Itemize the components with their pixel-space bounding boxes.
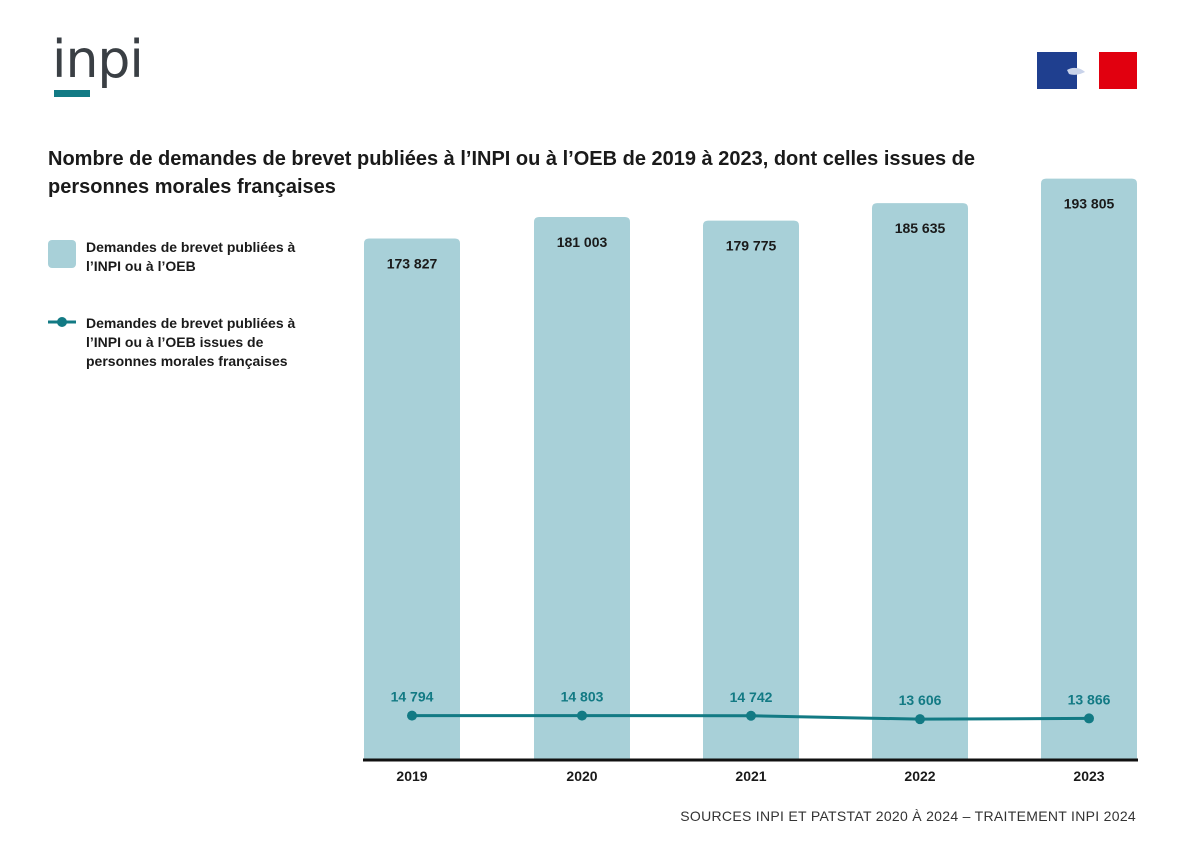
- line-point-2019: [407, 710, 417, 721]
- bar-value-label-2023: 193 805: [1064, 196, 1115, 212]
- bar-2022: [872, 203, 968, 761]
- inpi-logo: inpi: [52, 34, 152, 102]
- bar-value-label-2020: 181 003: [557, 234, 608, 250]
- line-point-2023: [1084, 713, 1094, 724]
- line-value-label-2020: 14 803: [561, 689, 604, 705]
- line-value-label-2022: 13 606: [899, 692, 942, 708]
- line-point-2020: [577, 710, 587, 721]
- legend-bar-label: Demandes de brevet publiées à l’INPI ou …: [86, 239, 296, 274]
- inpi-logo-text: inpi: [52, 30, 144, 90]
- line-value-label-2019: 14 794: [391, 689, 434, 705]
- bar-2020: [534, 216, 630, 761]
- x-tick-label-2021: 2021: [735, 768, 766, 784]
- x-tick-label-2019: 2019: [396, 768, 427, 784]
- line-value-label-2023: 13 866: [1068, 691, 1111, 707]
- line-point-2021: [746, 710, 756, 721]
- inpi-logo-underline: [54, 90, 90, 97]
- bar-2019: [364, 238, 460, 761]
- bar-2021: [703, 220, 799, 761]
- bar-2023: [1041, 178, 1137, 760]
- x-tick-label-2020: 2020: [566, 768, 597, 784]
- legend-bar-swatch: [48, 240, 76, 268]
- line-value-label-2021: 14 742: [730, 689, 773, 705]
- bar-value-label-2022: 185 635: [895, 220, 946, 236]
- chart-title: Nombre de demandes de brevet publiées à …: [48, 148, 976, 198]
- bar-value-label-2019: 173 827: [387, 256, 438, 272]
- x-tick-label-2022: 2022: [904, 768, 935, 784]
- republique-francaise-logo: [1037, 52, 1137, 89]
- bar-value-label-2021: 179 775: [726, 238, 777, 254]
- line-point-2022: [915, 714, 925, 725]
- source-note: SOURCES INPI ET PATSTAT 2020 À 2024 – TR…: [680, 808, 1136, 824]
- legend-line-label: Demandes de brevet publiées à l’INPI ou …: [86, 315, 296, 369]
- x-tick-label-2023: 2023: [1073, 768, 1104, 784]
- legend-line-swatch: [48, 317, 76, 327]
